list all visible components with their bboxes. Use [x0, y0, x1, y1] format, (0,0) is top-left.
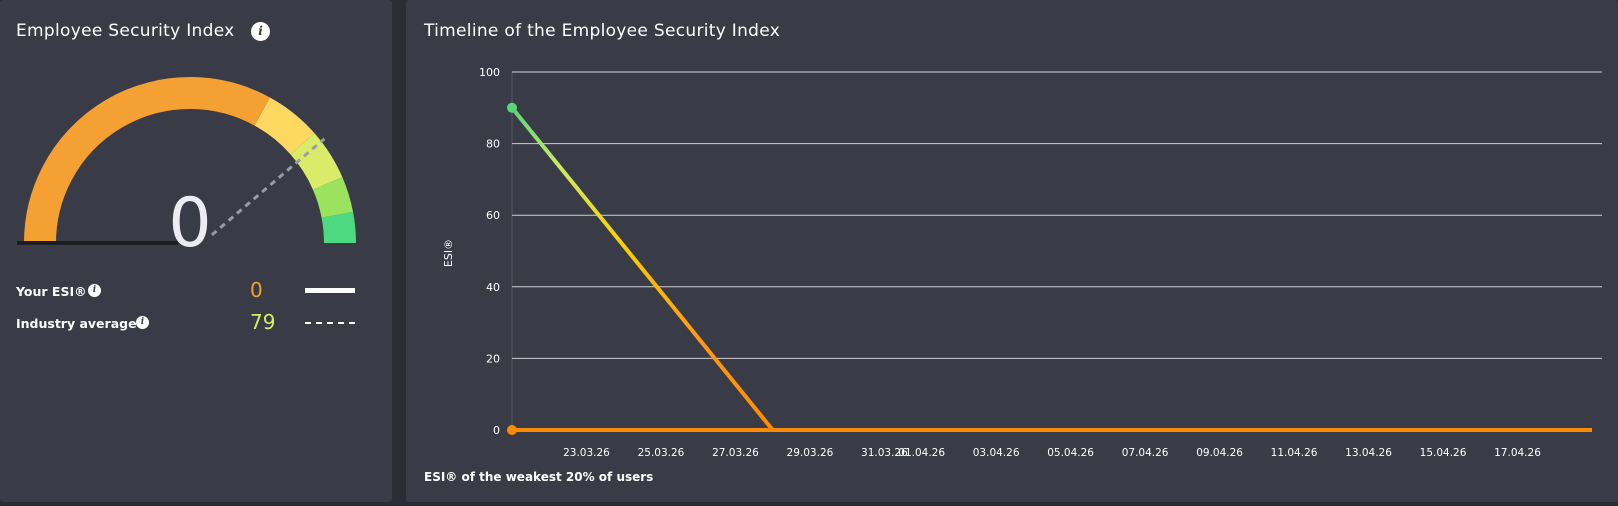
gauge-segments [24, 77, 356, 244]
info-icon[interactable]: i [251, 22, 270, 41]
y-tick-label: 0 [493, 424, 500, 437]
esi-gauge-panel: Employee Security Index i 0 Your ESI® i … [0, 0, 392, 502]
y-tick-label: 100 [479, 66, 500, 79]
timeline-panel-title: Timeline of the Employee Security Index [424, 21, 781, 41]
dashed-line-swatch [305, 322, 355, 324]
gauge-value: 0 [168, 184, 211, 260]
y-tick-label: 60 [486, 209, 500, 222]
gauge-segment-2 [290, 133, 343, 191]
x-tick-label: 15.04.26 [1420, 447, 1467, 459]
x-tick-label: 03.04.26 [973, 447, 1020, 459]
legend-value: 0 [250, 278, 263, 302]
chart-gridlines [511, 71, 1602, 430]
x-tick-label: 09.04.26 [1196, 447, 1243, 459]
y-tick-label: 20 [486, 352, 500, 365]
y-axis-ticks: 0 20 40 60 80 100 [479, 66, 500, 437]
x-tick-label: 17.04.26 [1494, 447, 1541, 459]
legend-label: Industry average [16, 316, 137, 331]
gauge-panel-title: Employee Security Index [16, 21, 235, 41]
legend-label: Your ESI® [16, 284, 87, 299]
gauge-segment-1 [254, 97, 315, 155]
x-tick-label: 07.04.26 [1122, 447, 1169, 459]
x-tick-label: 31.03.26 [861, 447, 908, 459]
x-tick-label: 05.04.26 [1047, 447, 1094, 459]
info-icon[interactable]: i [88, 284, 101, 297]
series-line-0 [510, 106, 1592, 432]
gauge-segment-3 [312, 177, 354, 219]
x-tick-label: 29.03.26 [787, 447, 834, 459]
timeline-chart: 0 20 40 60 80 100 23.03.26 25.03.26 27.03.26 29.… [442, 66, 1602, 459]
gauge-segment-0 [24, 77, 270, 244]
series-point-1[interactable] [507, 425, 517, 435]
x-tick-label: 13.04.26 [1345, 447, 1392, 459]
x-tick-label: 27.03.26 [712, 447, 759, 459]
y-tick-label: 40 [486, 281, 500, 294]
solid-line-swatch [305, 288, 355, 293]
industry-average-marker [210, 137, 326, 237]
info-icon[interactable]: i [136, 316, 149, 329]
y-tick-label: 80 [486, 138, 500, 151]
weakest-users-note: ESI® of the weakest 20% of users [424, 470, 654, 484]
x-axis-ticks: 23.03.26 25.03.26 27.03.26 29.03.26 31.03.26… [563, 447, 1541, 459]
x-tick-label: 11.04.26 [1271, 447, 1318, 459]
series-point-0[interactable] [507, 102, 517, 113]
esi-gauge: 0 [17, 77, 356, 260]
esi-timeline-panel: Timeline of the Employee Security Index … [406, 0, 1618, 502]
legend-value: 79 [250, 310, 276, 334]
x-tick-label: 23.03.26 [563, 447, 610, 459]
chart-series [507, 102, 1592, 435]
gauge-segment-4 [321, 211, 356, 244]
y-axis-label: ESI® [442, 239, 455, 267]
x-tick-label: 25.03.26 [638, 447, 685, 459]
x-tick-label: 01.04.26 [898, 447, 945, 459]
